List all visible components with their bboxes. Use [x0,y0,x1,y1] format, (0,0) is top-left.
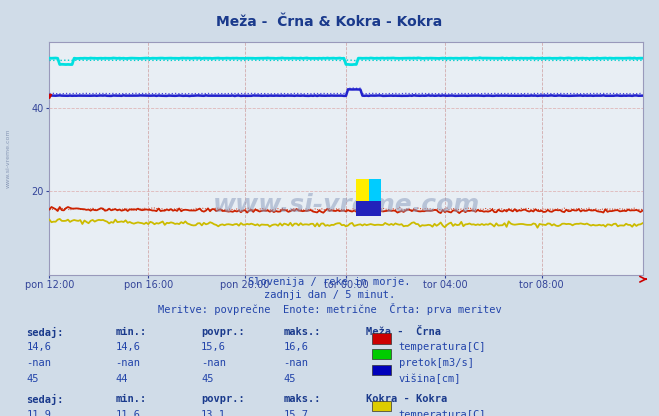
Text: maks.:: maks.: [283,394,321,404]
Text: 11,9: 11,9 [26,410,51,416]
Text: Meža -  Črna & Kokra - Kokra: Meža - Črna & Kokra - Kokra [216,15,443,29]
Text: www.si-vreme.com: www.si-vreme.com [5,128,11,188]
Text: sedaj:: sedaj: [26,394,64,405]
Text: maks.:: maks.: [283,327,321,337]
Text: 45: 45 [201,374,214,384]
Text: 14,6: 14,6 [26,342,51,352]
Text: 11,6: 11,6 [115,410,140,416]
Text: 45: 45 [26,374,39,384]
FancyBboxPatch shape [357,201,381,216]
Text: Kokra - Kokra: Kokra - Kokra [366,394,447,404]
FancyBboxPatch shape [357,179,368,201]
Text: 45: 45 [283,374,296,384]
Text: povpr.:: povpr.: [201,394,244,404]
Text: Slovenija / reke in morje.: Slovenija / reke in morje. [248,277,411,287]
Text: 16,6: 16,6 [283,342,308,352]
Text: -nan: -nan [26,358,51,368]
Text: www.si-vreme.com: www.si-vreme.com [212,193,480,217]
Text: temperatura[C]: temperatura[C] [399,342,486,352]
Text: Meža -  Črna: Meža - Črna [366,327,441,337]
Text: min.:: min.: [115,394,146,404]
Text: 15,7: 15,7 [283,410,308,416]
Text: 14,6: 14,6 [115,342,140,352]
Text: min.:: min.: [115,327,146,337]
Text: povpr.:: povpr.: [201,327,244,337]
Text: pretok[m3/s]: pretok[m3/s] [399,358,474,368]
Text: sedaj:: sedaj: [26,327,64,338]
Text: -nan: -nan [283,358,308,368]
Text: zadnji dan / 5 minut.: zadnji dan / 5 minut. [264,290,395,300]
FancyBboxPatch shape [368,179,381,201]
Text: 15,6: 15,6 [201,342,226,352]
Text: višina[cm]: višina[cm] [399,374,461,384]
Text: 13,1: 13,1 [201,410,226,416]
Text: -nan: -nan [201,358,226,368]
Text: Meritve: povprečne  Enote: metrične  Črta: prva meritev: Meritve: povprečne Enote: metrične Črta:… [158,303,501,315]
Text: temperatura[C]: temperatura[C] [399,410,486,416]
Text: 44: 44 [115,374,128,384]
Text: -nan: -nan [115,358,140,368]
